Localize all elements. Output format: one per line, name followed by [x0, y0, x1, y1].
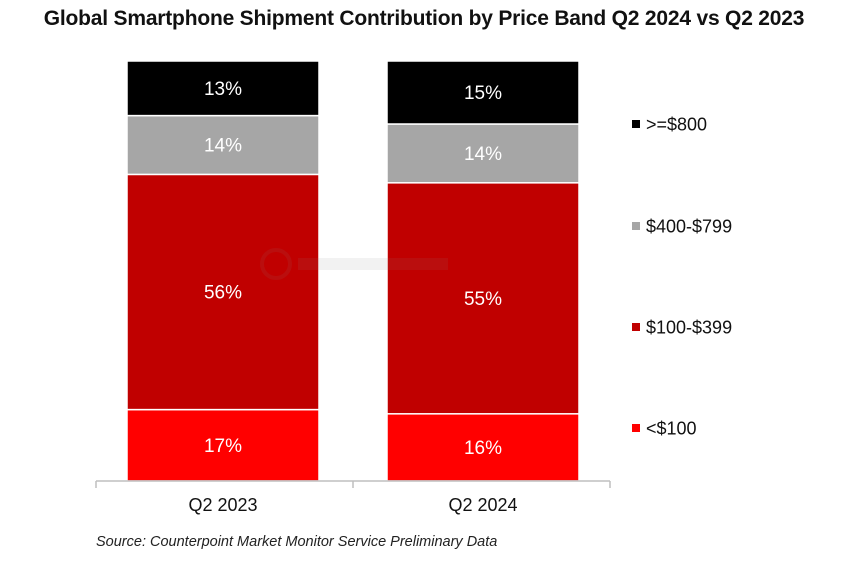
data-label-q2-2023-lt-100: 17%	[204, 436, 242, 457]
bars-layer	[126, 60, 580, 482]
bar-segment-q2-2023-100-399	[126, 173, 320, 411]
x-axis: Q2 2023 Q2 2024	[95, 480, 611, 515]
legend-label-lt-100: <$100	[646, 419, 697, 439]
legend-label-400-799: $400-$799	[646, 217, 732, 237]
legend-label-gte-800: >=$800	[646, 115, 707, 135]
legend: >=$800 $400-$799 $100-$399 <$100	[632, 115, 732, 439]
legend-swatch-gte-800	[632, 120, 640, 128]
data-label-q2-2024-400-799: 14%	[464, 144, 502, 165]
x-tick-label-q2-2023: Q2 2023	[188, 495, 257, 515]
bar-segment-q2-2024-gte-800	[386, 60, 580, 125]
bar-segment-q2-2023-gte-800	[126, 60, 320, 117]
legend-swatch-100-399	[632, 323, 640, 331]
bar-segment-q2-2023-lt-100	[126, 408, 320, 482]
chart-title: Global Smartphone Shipment Contribution …	[43, 7, 805, 30]
data-label-q2-2023-400-799: 14%	[204, 136, 242, 157]
source-note: Source: Counterpoint Market Monitor Serv…	[96, 534, 498, 550]
legend-swatch-400-799	[632, 222, 640, 230]
bar-segment-q2-2023-400-799	[126, 114, 320, 176]
bar-segment-q2-2024-400-799	[386, 123, 580, 184]
segment-labels-layer: 17% 56% 14% 13% 16% 55% 14% 15%	[204, 79, 502, 459]
data-label-q2-2024-gte-800: 15%	[464, 83, 502, 104]
legend-label-100-399: $100-$399	[646, 318, 732, 338]
data-label-q2-2023-gte-800: 13%	[204, 79, 242, 100]
data-label-q2-2024-100-399: 55%	[464, 289, 502, 310]
data-label-q2-2023-100-399: 56%	[204, 283, 242, 304]
bar-segment-q2-2024-100-399	[386, 182, 580, 415]
x-tick-label-q2-2024: Q2 2024	[448, 495, 517, 515]
data-label-q2-2024-lt-100: 16%	[464, 438, 502, 459]
legend-swatch-lt-100	[632, 424, 640, 432]
